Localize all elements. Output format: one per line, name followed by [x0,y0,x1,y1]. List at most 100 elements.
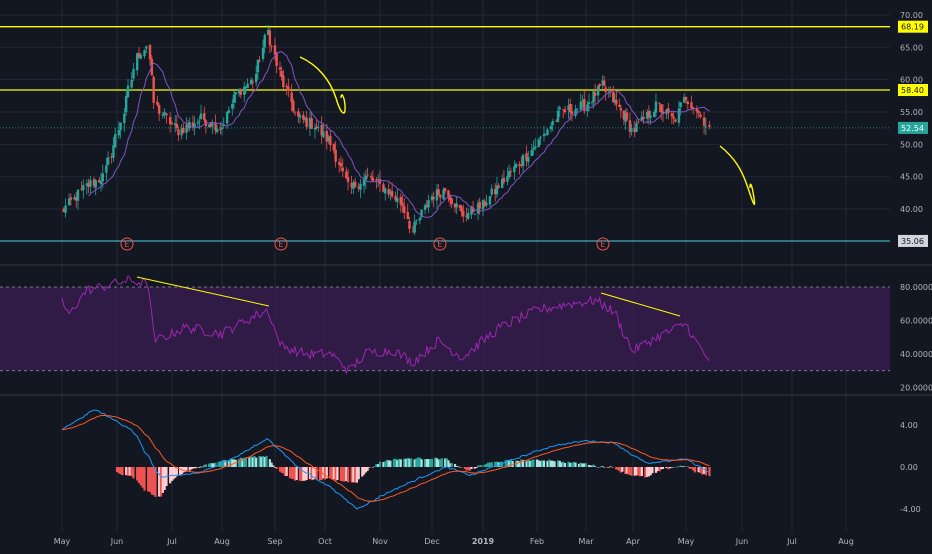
candle-body[interactable] [246,83,249,89]
candle-body[interactable] [175,123,179,128]
candle-body[interactable] [282,75,285,88]
candle-body[interactable] [581,100,584,102]
candle-body[interactable] [225,111,229,124]
candle-body[interactable] [315,126,318,129]
candle-body[interactable] [485,202,488,205]
candle-body[interactable] [542,134,546,137]
candle-body[interactable] [341,167,344,172]
macd-line[interactable] [61,409,710,510]
candle-body[interactable] [630,128,633,132]
candle-body[interactable] [239,89,243,95]
candle-body[interactable] [633,127,636,133]
candle-body[interactable] [674,119,677,122]
candle-body[interactable] [273,45,277,55]
candle-body[interactable] [310,118,313,129]
candle-body[interactable] [439,194,442,198]
candle-body[interactable] [478,202,481,209]
candle-body[interactable] [308,118,312,129]
candle-body[interactable] [185,124,188,133]
candle-body[interactable] [697,110,700,114]
candle-body[interactable] [432,196,435,200]
candle-body[interactable] [586,104,589,112]
candle-body[interactable] [87,182,90,187]
candle-body[interactable] [699,114,702,117]
candle-body[interactable] [570,111,574,115]
earnings-marker[interactable] [596,237,610,251]
candle-body[interactable] [156,101,159,105]
candle-body[interactable] [455,203,458,208]
candle-body[interactable] [191,122,195,127]
candle-body[interactable] [481,200,485,210]
candle-body[interactable] [353,181,357,187]
candle-body[interactable] [387,189,390,195]
candle-body[interactable] [345,171,348,179]
candle-body[interactable] [268,30,272,46]
candle-body[interactable] [579,101,582,110]
candle-body[interactable] [500,178,504,188]
candle-body[interactable] [94,180,97,188]
candle-body[interactable] [297,111,300,117]
candle-body[interactable] [329,135,332,146]
candle-body[interactable] [135,53,139,71]
candle-body[interactable] [601,80,604,86]
candle-body[interactable] [427,200,430,208]
candle-body[interactable] [653,112,656,117]
candle-body[interactable] [165,113,168,116]
candle-body[interactable] [334,149,337,162]
candle-body[interactable] [576,108,579,110]
candle-body[interactable] [598,84,601,87]
candle-body[interactable] [458,204,462,208]
candle-body[interactable] [647,110,651,118]
candle-body[interactable] [168,116,172,125]
candle-body[interactable] [199,113,203,120]
candle-body[interactable] [558,107,561,110]
candle-body[interactable] [74,196,78,201]
candle-body[interactable] [399,196,402,205]
candle-body[interactable] [182,127,185,134]
candle-body[interactable] [105,165,108,173]
candle-body[interactable] [174,123,177,126]
candle-body[interactable] [292,101,295,112]
candle-body[interactable] [98,180,101,183]
candle-body[interactable] [263,34,266,48]
candle-body[interactable] [320,124,323,136]
candle-body[interactable] [362,178,366,186]
candle-body[interactable] [80,188,83,190]
candle-body[interactable] [203,113,206,121]
candle-body[interactable] [377,179,380,181]
candle-body[interactable] [237,88,241,94]
candle-body[interactable] [518,164,521,167]
candle-body[interactable] [497,185,500,188]
candle-body[interactable] [551,121,554,126]
candle-body[interactable] [290,92,293,103]
candle-body[interactable] [375,179,378,181]
candle-body[interactable] [364,175,368,181]
candle-body[interactable] [465,215,468,217]
candle-body[interactable] [280,71,283,77]
candle-body[interactable] [667,108,670,113]
candle-body[interactable] [62,208,65,212]
candle-body[interactable] [509,171,513,172]
candle-body[interactable] [506,176,509,182]
candle-body[interactable] [628,120,632,132]
candle-body[interactable] [366,174,369,176]
candle-body[interactable] [332,144,336,151]
candle-body[interactable] [555,120,558,122]
candle-body[interactable] [382,184,385,192]
candle-body[interactable] [275,53,278,66]
candle-body[interactable] [408,221,411,229]
candle-body[interactable] [76,189,80,201]
candle-body[interactable] [256,59,260,73]
candle-body[interactable] [401,202,404,207]
candle-body[interactable] [660,104,663,113]
candle-body[interactable] [406,211,409,220]
candle-body[interactable] [695,108,699,112]
candle-body[interactable] [507,171,511,178]
candle-body[interactable] [350,182,353,188]
candle-body[interactable] [114,133,117,148]
candle-body[interactable] [106,157,110,165]
candle-body[interactable] [618,104,621,107]
candle-body[interactable] [157,105,161,114]
candle-body[interactable] [592,91,595,102]
